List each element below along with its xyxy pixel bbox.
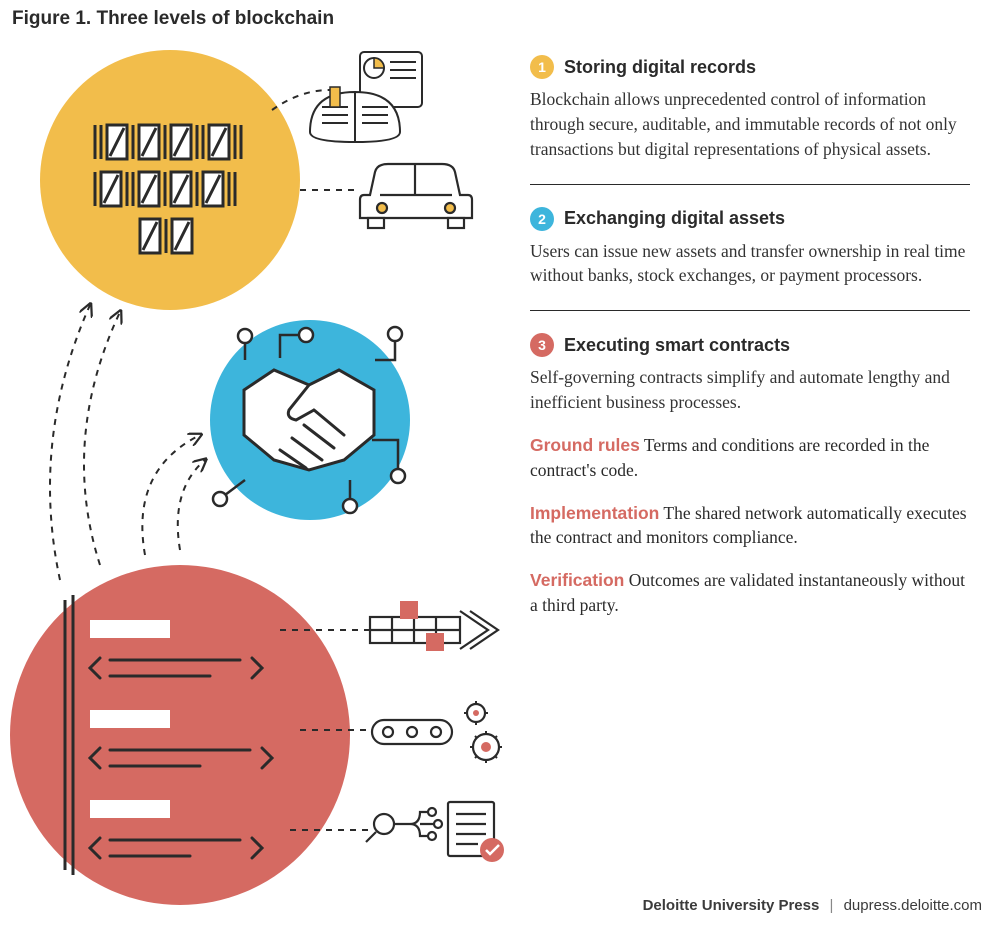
text-column: 1 Storing digital records Blockchain all…	[530, 55, 970, 640]
badge-1: 1	[530, 55, 554, 79]
section-3: 3 Executing smart contracts Self-governi…	[530, 333, 970, 618]
section-2-title: Exchanging digital assets	[564, 208, 785, 229]
footer-url: dupress.deloitte.com	[844, 897, 982, 914]
circle-exchange	[210, 320, 410, 520]
book-doc-icon	[310, 52, 422, 142]
section-3-body: Self-governing contracts simplify and au…	[530, 365, 970, 415]
diagram-svg	[0, 40, 520, 920]
badge-2: 2	[530, 207, 554, 231]
section-1-title: Storing digital records	[564, 57, 756, 78]
circle-storing	[40, 50, 300, 310]
footer-press: Deloitte University Press	[643, 897, 820, 914]
section-1: 1 Storing digital records Blockchain all…	[530, 55, 970, 162]
divider-2	[530, 310, 970, 311]
car-icon	[360, 164, 472, 228]
ground-rules-icon	[370, 601, 498, 651]
divider-1	[530, 184, 970, 185]
sub-ground-rules: Ground rules Terms and conditions are re…	[530, 433, 970, 483]
section-3-title: Executing smart contracts	[564, 335, 790, 356]
verification-icon	[366, 802, 504, 862]
badge-3: 3	[530, 333, 554, 357]
section-2: 2 Exchanging digital assets Users can is…	[530, 207, 970, 289]
implementation-icon	[372, 701, 502, 763]
circle-contracts	[10, 565, 350, 905]
footer: Deloitte University Press | dupress.delo…	[643, 897, 982, 914]
section-1-body: Blockchain allows unprecedented control …	[530, 87, 970, 162]
sub-verification: Verification Outcomes are validated inst…	[530, 568, 970, 618]
sub-implementation: Implementation The shared network automa…	[530, 501, 970, 551]
figure-title: Figure 1. Three levels of blockchain	[12, 8, 334, 30]
section-2-body: Users can issue new assets and transfer …	[530, 239, 970, 289]
